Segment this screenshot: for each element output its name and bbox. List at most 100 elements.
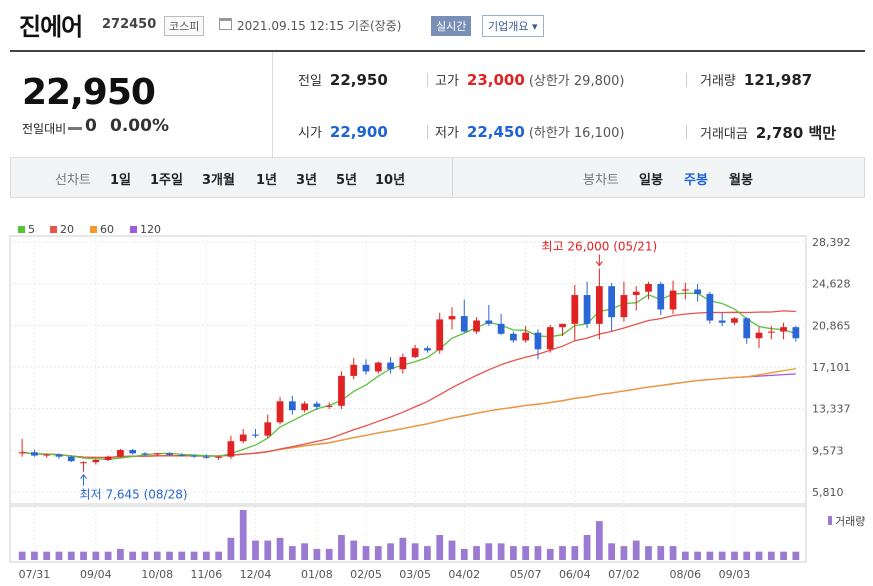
volume-bar: [215, 551, 223, 560]
high-cell: 고가 23,000 (상한가 29,800): [435, 70, 624, 89]
candle: [153, 452, 161, 457]
x-tick-label: 12/04: [240, 568, 272, 581]
volume-bar: [141, 551, 149, 560]
y-tick-label: 5,810: [812, 486, 844, 499]
moving-average-lines: [22, 292, 797, 460]
candlestick-chart-svg[interactable]: 5 20 60 120 28,392 24,628 20,865 17,101 13,337 9…: [0, 198, 873, 586]
moving-average-ma120: [22, 373, 796, 459]
candle-body: [792, 327, 800, 339]
candle: [718, 312, 726, 327]
period-1y[interactable]: 1년: [256, 173, 278, 188]
period-3m[interactable]: 3개월: [202, 173, 235, 188]
volume-bar: [129, 551, 137, 560]
candle: [792, 326, 800, 342]
volume-bar: [264, 540, 272, 560]
divider: [427, 125, 428, 139]
calendar-icon: [219, 18, 232, 30]
volume-bar: [731, 551, 738, 560]
period-1d[interactable]: 1일: [110, 173, 132, 188]
volume-bar: [559, 546, 566, 560]
candle-weekly[interactable]: 주봉: [684, 173, 708, 188]
candle-body: [473, 320, 480, 332]
candle: [669, 280, 677, 314]
period-5y[interactable]: 5년: [336, 173, 358, 188]
volume-label: 거래량: [700, 74, 736, 89]
lower-limit: (하한가 16,100): [528, 126, 625, 141]
candle-body: [202, 456, 210, 458]
annotation-low-arrowhead: [80, 473, 87, 479]
stock-chart[interactable]: 5 20 60 120 28,392 24,628 20,865 17,101 13,337 9…: [0, 198, 873, 586]
volume-bar: [411, 543, 419, 560]
candle-body: [608, 286, 616, 318]
volume-bar: [497, 543, 505, 560]
low-label: 저가: [435, 126, 459, 141]
candle: [534, 329, 542, 360]
candle: [755, 327, 763, 349]
low-value: 22,450: [466, 123, 525, 141]
volume-bar: [718, 551, 726, 560]
flat-change-icon: [68, 127, 82, 130]
realtime-button[interactable]: 실시간: [431, 16, 472, 36]
volume-bar: [166, 551, 173, 560]
candle-body: [325, 405, 333, 407]
candle: [583, 281, 591, 329]
candle: [80, 461, 87, 472]
change-value: 0: [85, 116, 97, 136]
period-1w[interactable]: 1주일: [150, 173, 183, 188]
x-tick-label: 08/06: [669, 568, 701, 581]
annotation-high-label: 최고 26,000 (05/21): [542, 239, 658, 253]
volume-bar: [252, 540, 259, 560]
candle-body: [571, 295, 579, 324]
candle: [448, 307, 456, 330]
period-3y[interactable]: 3년: [296, 173, 318, 188]
chart-legend: 5 20 60 120: [18, 223, 161, 236]
open-value: 22,900: [329, 123, 388, 141]
candle: [227, 435, 235, 459]
candle: [681, 282, 689, 300]
candle-body: [694, 289, 701, 294]
volume-bar: [374, 546, 382, 560]
candle: [485, 305, 493, 327]
volume-legend-swatch: [828, 516, 832, 525]
candle: [55, 453, 63, 459]
candle: [571, 285, 579, 341]
candle-body: [227, 441, 235, 457]
low-cell: 저가 22,450 (하한가 16,100): [435, 122, 624, 141]
candle: [362, 359, 370, 375]
candle-body: [55, 454, 63, 457]
candle-body: [276, 401, 284, 423]
x-axis-ticks: 07/31 09/04 10/08 11/06 12/04 01/08 02/05 03/05…: [19, 568, 751, 581]
candle: [497, 313, 505, 335]
volume-bar: [522, 546, 530, 560]
volume-value: 121,987: [743, 71, 813, 89]
volume-bar: [239, 510, 247, 560]
divider: [427, 73, 428, 87]
candle: [338, 371, 345, 410]
candle: [67, 455, 75, 463]
moving-average-ma20: [22, 310, 796, 459]
volume-bar: [399, 537, 407, 560]
candle-daily[interactable]: 일봉: [639, 173, 663, 188]
candle: [706, 291, 714, 324]
candle: [18, 438, 26, 457]
candle: [264, 414, 272, 438]
candle-body: [239, 434, 247, 442]
candle-body: [399, 357, 407, 370]
candle: [411, 344, 419, 359]
volume-bar: [153, 551, 161, 560]
company-overview-dropdown[interactable]: 기업개요 ▾: [482, 15, 544, 37]
candle-monthly[interactable]: 월봉: [729, 173, 753, 188]
volume-legend: 거래량: [828, 515, 865, 528]
candle-body: [215, 456, 223, 458]
volume-bar: [387, 543, 394, 560]
candle: [117, 448, 124, 458]
candle-body: [178, 455, 186, 457]
candle-body: [681, 289, 689, 291]
candle-body: [350, 364, 358, 376]
legend-swatch-120: [130, 226, 137, 233]
volume-bar: [510, 546, 517, 560]
volume-bar: [350, 540, 358, 560]
stock-header: 진에어 272450 코스피 2021.09.15 12:15 기준(장중) 실…: [0, 0, 873, 50]
candle-body: [104, 456, 112, 461]
period-10y[interactable]: 10년: [375, 173, 406, 188]
